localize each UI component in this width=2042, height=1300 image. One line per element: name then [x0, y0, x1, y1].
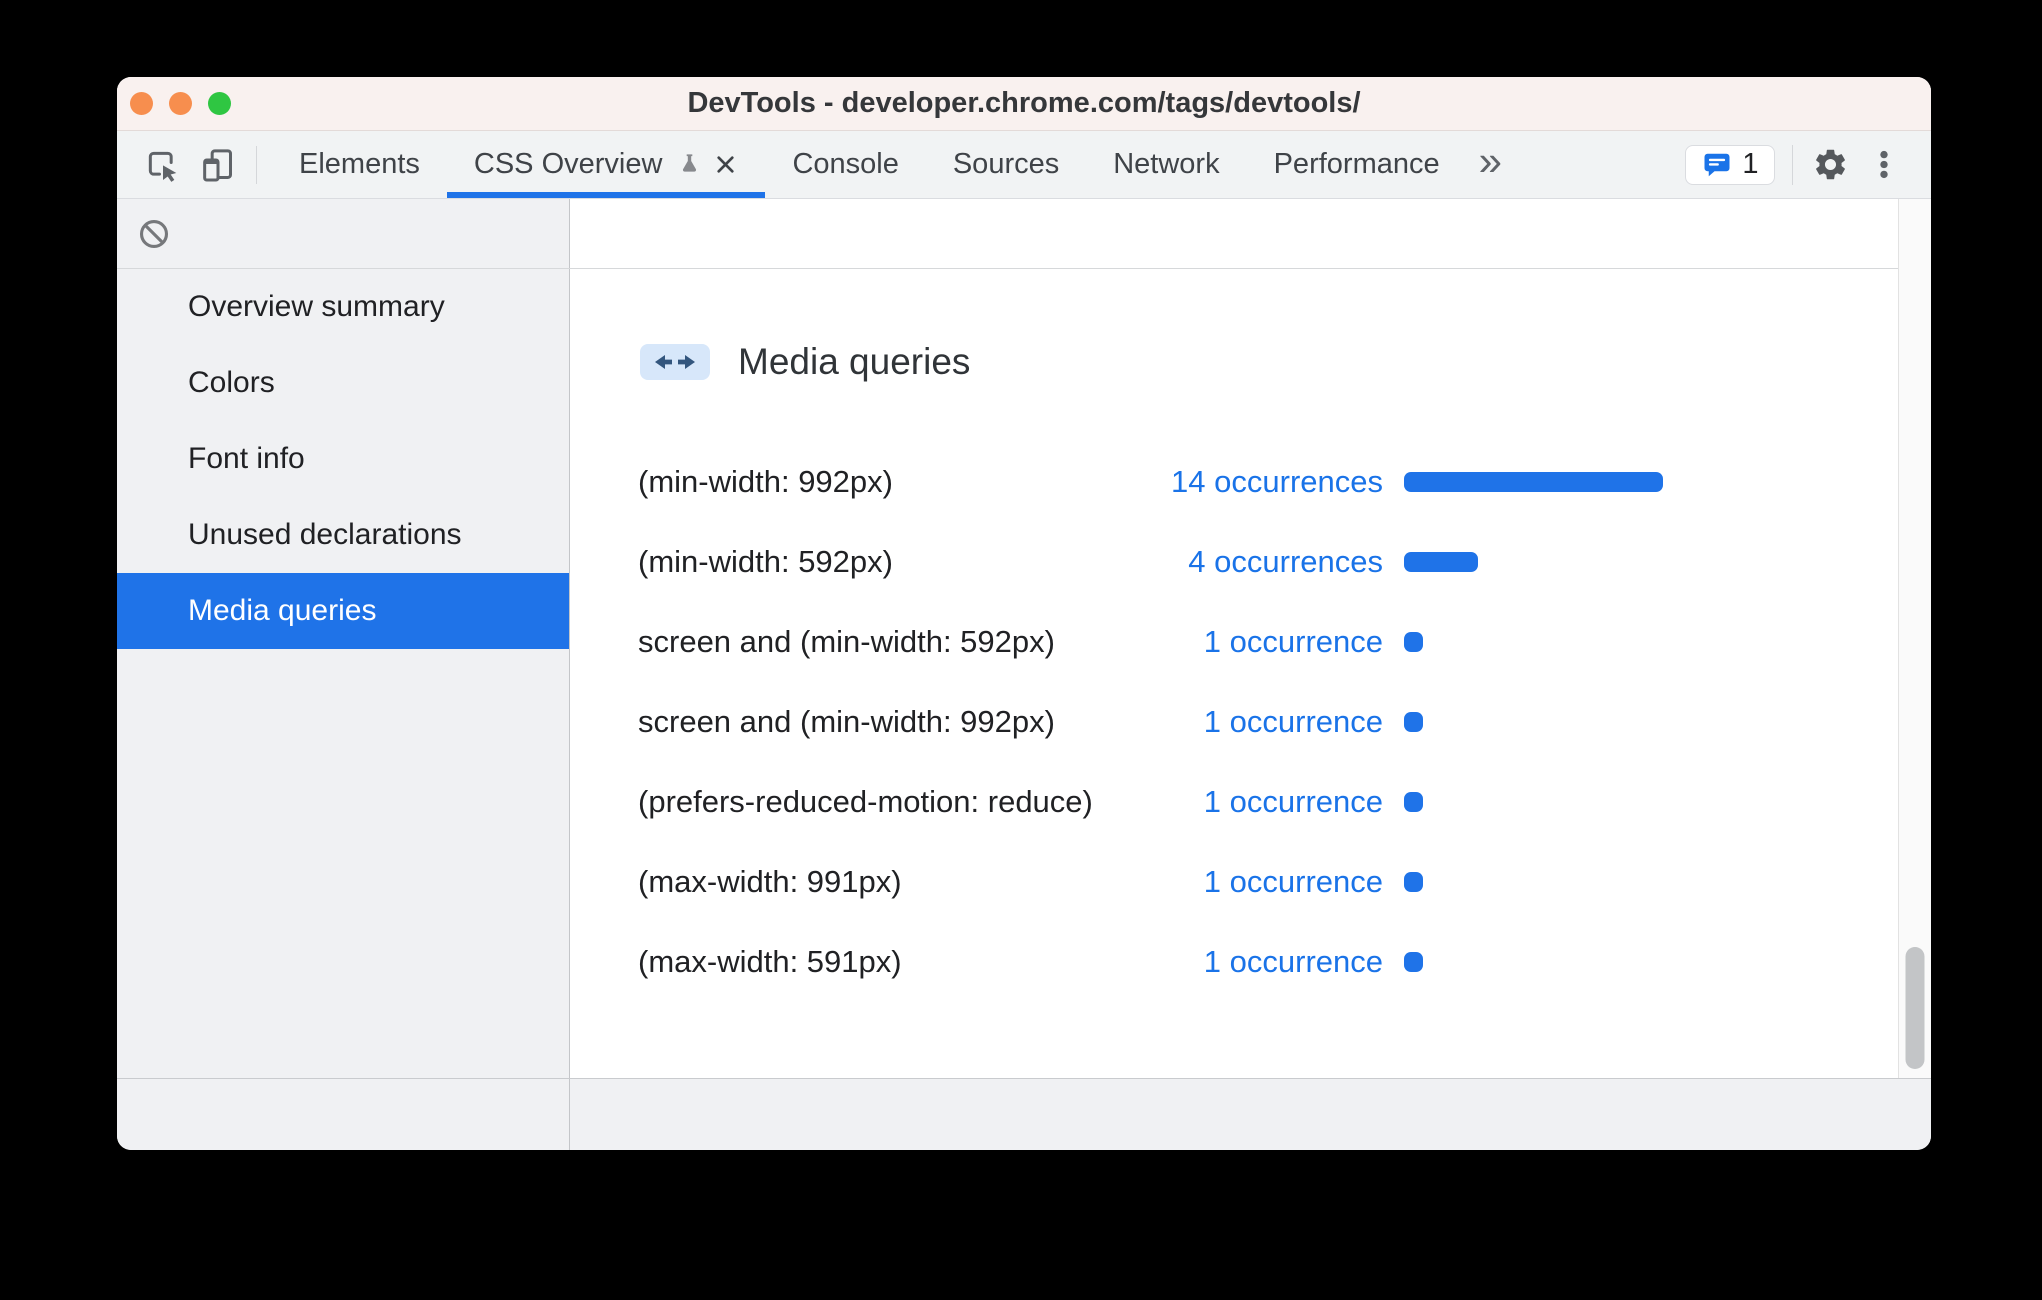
occurrences-link[interactable]: 4 occurrences [1188, 544, 1383, 579]
sidebar-item-font-info[interactable]: Font info [117, 421, 569, 497]
tab-elements[interactable]: Elements [272, 131, 447, 198]
content-toolbar [570, 199, 1931, 268]
media-query-text: (max-width: 591px) [638, 944, 902, 979]
tab-console[interactable]: Console [765, 131, 925, 198]
kebab-menu-icon[interactable] [1867, 146, 1901, 183]
close-window-button[interactable] [130, 92, 153, 115]
tabs-container: Elements CSS Overview Console Sources Networ… [272, 131, 1467, 198]
issues-bubble-icon [1701, 150, 1733, 180]
drawer-strip [117, 1078, 1931, 1150]
main-area: Overview summary Colors Font info Unused de… [117, 269, 1931, 1078]
zoom-window-button[interactable] [208, 92, 231, 115]
settings-gear-icon[interactable] [1812, 146, 1849, 183]
occurrences-bar [1404, 472, 1663, 492]
media-queries-header: Media queries [640, 341, 970, 383]
media-query-rows: (min-width: 992px) 14 occurrences (min-wid… [570, 442, 1931, 1002]
media-query-row: (min-width: 592px) 4 occurrences [570, 522, 1931, 602]
occurrences-link[interactable]: 1 occurrence [1203, 944, 1383, 979]
media-query-text: screen and (min-width: 992px) [638, 704, 1055, 739]
tab-sources[interactable]: Sources [926, 131, 1086, 198]
sidebar-item-label: Unused declarations [188, 518, 462, 551]
clear-overview-icon[interactable] [137, 217, 171, 251]
media-query-row: (max-width: 991px) 1 occurrence [570, 842, 1931, 922]
tab-css-overview[interactable]: CSS Overview [446, 131, 766, 198]
tab-label: Performance [1273, 148, 1440, 180]
occurrences-bar [1404, 712, 1423, 732]
controls-divider [1792, 144, 1793, 185]
panel-toolbar-row [117, 199, 1931, 269]
vertical-scrollbar-track[interactable] [1898, 199, 1931, 1078]
tab-label: Elements [299, 148, 420, 180]
window-title: DevTools - developer.chrome.com/tags/dev… [687, 87, 1361, 119]
sidebar-nav-list: Overview summary Colors Font info Unused de… [117, 269, 569, 649]
sidebar-item-media-queries[interactable]: Media queries [117, 573, 569, 649]
media-query-row: (prefers-reduced-motion: reduce) 1 occurr… [570, 762, 1931, 842]
minimize-window-button[interactable] [169, 92, 192, 115]
close-tab-icon[interactable] [713, 152, 738, 177]
left-right-arrows-icon [653, 351, 697, 373]
vertical-scrollbar-thumb[interactable] [1905, 947, 1925, 1069]
sidebar-item-label: Font info [188, 442, 305, 475]
tabbar-right-controls: 1 [1685, 144, 1901, 185]
tab-label: CSS Overview [473, 148, 663, 180]
devtools-window: DevTools - developer.chrome.com/tags/dev… [117, 77, 1931, 1150]
issues-counter-button[interactable]: 1 [1685, 144, 1775, 185]
tab-network[interactable]: Network [1086, 131, 1246, 198]
media-query-text: screen and (min-width: 592px) [638, 624, 1055, 659]
issues-count: 1 [1742, 148, 1759, 180]
active-tab-underline [446, 192, 766, 198]
occurrences-bar [1404, 872, 1423, 892]
media-queries-panel: Media queries (min-width: 992px) 14 occur… [570, 269, 1931, 1078]
tab-performance[interactable]: Performance [1247, 131, 1467, 198]
sidebar-item-colors[interactable]: Colors [117, 345, 569, 421]
occurrences-link[interactable]: 1 occurrence [1203, 624, 1383, 659]
media-query-row: screen and (min-width: 592px) 1 occurrenc… [570, 602, 1931, 682]
occurrences-link[interactable]: 1 occurrence [1203, 864, 1383, 899]
drawer-right-cell [570, 1079, 1931, 1150]
occurrences-bar [1404, 552, 1478, 572]
media-query-row: screen and (min-width: 992px) 1 occurrenc… [570, 682, 1931, 762]
media-query-text: (min-width: 592px) [638, 544, 893, 579]
occurrences-link[interactable]: 1 occurrence [1203, 784, 1383, 819]
sidebar-item-overview-summary[interactable]: Overview summary [117, 269, 569, 345]
media-query-row: (min-width: 992px) 14 occurrences [570, 442, 1931, 522]
media-query-row: (max-width: 591px) 1 occurrence [570, 922, 1931, 1002]
title-bar: DevTools - developer.chrome.com/tags/dev… [117, 77, 1931, 131]
media-queries-badge [640, 344, 710, 380]
sidebar-item-label: Colors [188, 366, 275, 399]
device-toolbar-icon[interactable] [195, 138, 241, 192]
occurrences-bar [1404, 792, 1423, 812]
media-query-text: (min-width: 992px) [638, 464, 893, 499]
more-tabs-chevron[interactable]: » [1478, 136, 1502, 184]
toolbar-divider [256, 145, 257, 184]
experiment-flask-icon [676, 151, 703, 178]
sidebar-item-label: Media queries [188, 594, 377, 627]
media-query-text: (max-width: 991px) [638, 864, 902, 899]
inspect-element-icon[interactable] [139, 138, 185, 192]
sidebar-toolbar [117, 199, 570, 268]
page-title: Media queries [738, 341, 971, 382]
sidebar-item-label: Overview summary [188, 290, 445, 323]
tab-label: Sources [952, 148, 1060, 180]
media-query-text: (prefers-reduced-motion: reduce) [638, 784, 1093, 819]
sidebar-item-unused-declarations[interactable]: Unused declarations [117, 497, 569, 573]
css-overview-sidebar: Overview summary Colors Font info Unused de… [117, 269, 570, 1078]
occurrences-link[interactable]: 1 occurrence [1203, 704, 1383, 739]
occurrences-link[interactable]: 14 occurrences [1171, 464, 1383, 499]
devtools-tab-bar: Elements CSS Overview Console Sources Networ… [117, 131, 1931, 199]
tab-label: Console [792, 148, 899, 180]
traffic-lights [130, 92, 231, 115]
occurrences-bar [1404, 632, 1423, 652]
drawer-left-cell [117, 1079, 570, 1150]
occurrences-bar [1404, 952, 1423, 972]
tab-label: Network [1113, 148, 1220, 180]
